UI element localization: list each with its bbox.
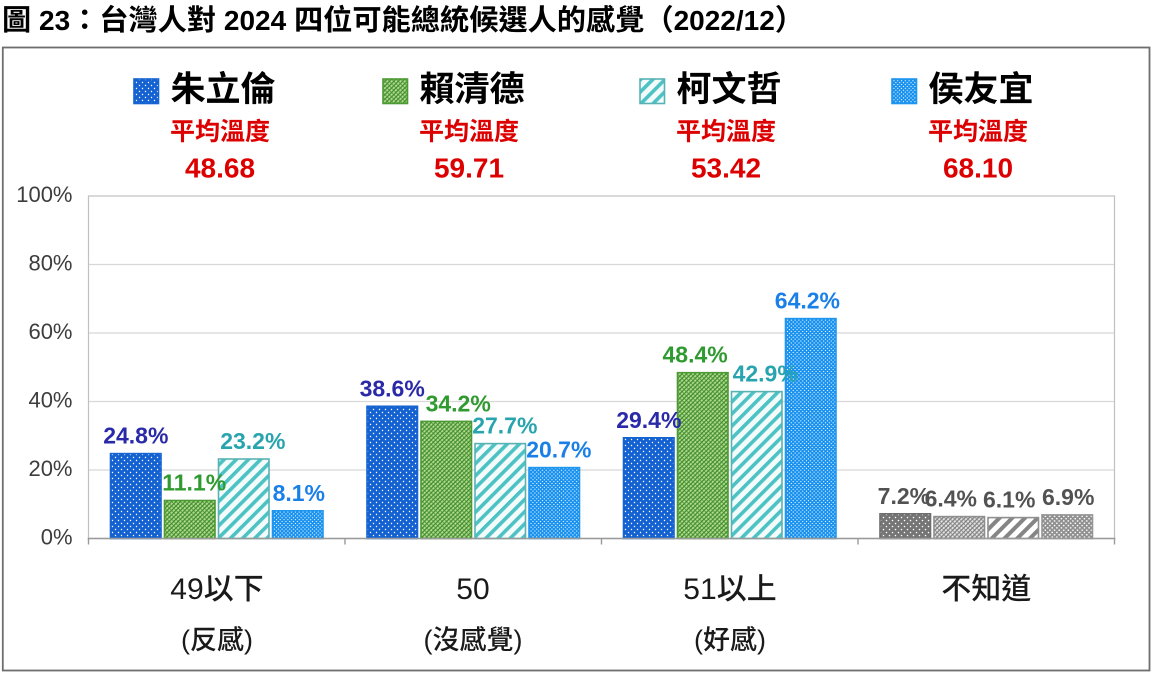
- svg-text:6.4%: 6.4%: [925, 486, 977, 512]
- svg-text:80%: 80%: [28, 250, 72, 275]
- svg-text:24.8%: 24.8%: [103, 423, 168, 449]
- svg-text:59.71: 59.71: [434, 153, 504, 184]
- svg-text:49: 49: [170, 573, 203, 606]
- svg-text:2024: 2024: [224, 5, 287, 36]
- svg-text:): ): [514, 625, 523, 655]
- svg-text:): ): [757, 625, 766, 655]
- svg-text:29.4%: 29.4%: [616, 407, 681, 433]
- svg-text:53.42: 53.42: [691, 153, 761, 184]
- svg-text:27.7%: 27.7%: [472, 413, 537, 439]
- svg-text:6.9%: 6.9%: [1042, 484, 1094, 510]
- svg-text:48.68: 48.68: [185, 153, 255, 184]
- svg-text:8.1%: 8.1%: [273, 480, 325, 506]
- svg-text:0%: 0%: [41, 524, 73, 549]
- svg-text:23: 23: [39, 5, 70, 36]
- svg-text:68.10: 68.10: [943, 153, 1013, 184]
- svg-text:(: (: [181, 625, 190, 655]
- svg-text:6.1%: 6.1%: [983, 487, 1035, 513]
- svg-text:7.2%: 7.2%: [878, 483, 930, 509]
- svg-text:23.2%: 23.2%: [220, 428, 285, 454]
- svg-text:38.6%: 38.6%: [360, 375, 425, 401]
- svg-text:11.1%: 11.1%: [162, 470, 226, 496]
- svg-text:64.2%: 64.2%: [775, 288, 840, 314]
- svg-text:48.4%: 48.4%: [662, 342, 727, 368]
- svg-text:2022/12: 2022/12: [674, 5, 775, 36]
- svg-text:50: 50: [456, 573, 489, 606]
- svg-text:20.7%: 20.7%: [526, 437, 591, 463]
- svg-text:(: (: [424, 625, 433, 655]
- svg-text:40%: 40%: [28, 387, 72, 412]
- svg-text:100%: 100%: [16, 182, 72, 207]
- svg-text:60%: 60%: [28, 319, 72, 344]
- svg-text:): ): [244, 625, 253, 655]
- svg-text:20%: 20%: [28, 456, 72, 481]
- svg-text:(: (: [694, 625, 703, 655]
- svg-text:51: 51: [683, 573, 716, 606]
- svg-text:34.2%: 34.2%: [426, 390, 491, 416]
- svg-text:42.9%: 42.9%: [733, 361, 798, 387]
